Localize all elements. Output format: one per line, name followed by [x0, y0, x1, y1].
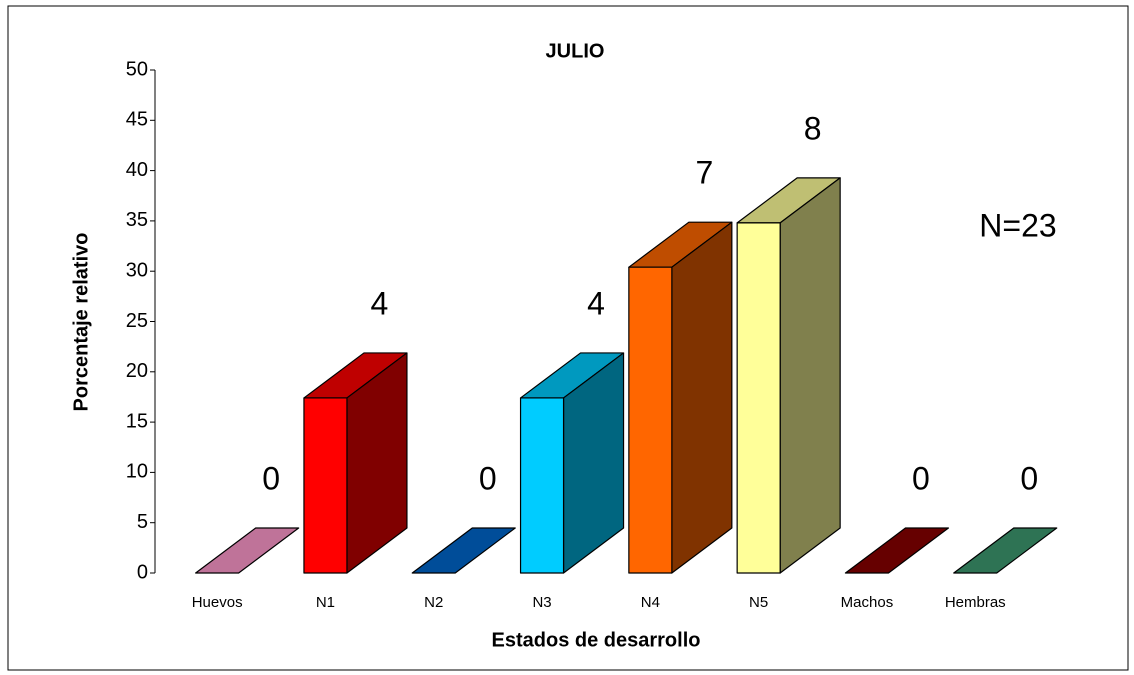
x-tick-label: N4	[641, 594, 660, 611]
data-label: 4	[587, 285, 605, 321]
bar	[736, 222, 781, 574]
y-tick-label: 0	[137, 561, 148, 583]
bar-top	[953, 527, 1058, 574]
x-tick-label: Machos	[841, 594, 894, 611]
y-tick-label: 45	[126, 109, 148, 131]
y-tick-label: 5	[137, 511, 148, 533]
bar-side	[779, 177, 841, 574]
data-label: 7	[695, 155, 713, 191]
y-tick-label: 30	[126, 259, 148, 281]
data-label: 0	[912, 460, 930, 496]
x-tick-label: Huevos	[192, 594, 243, 611]
y-tick-label: 25	[126, 310, 148, 332]
y-tick-label: 35	[126, 209, 148, 231]
x-tick-label: N1	[316, 594, 335, 611]
y-tick-label: 10	[126, 461, 148, 483]
bar-top	[844, 527, 950, 574]
y-tick-label: 15	[126, 410, 148, 432]
data-label: 0	[479, 460, 497, 496]
annotation: N=23	[979, 207, 1056, 243]
y-axis-label: Porcentaje relativo	[70, 233, 92, 412]
bar-side	[671, 221, 733, 574]
data-label: 0	[1020, 460, 1038, 496]
data-label: 4	[371, 285, 389, 321]
y-tick-label: 40	[126, 159, 148, 181]
x-axis-label: Estados de desarrollo	[492, 629, 701, 651]
chart-title: JULIO	[546, 40, 605, 62]
bar	[628, 266, 673, 574]
x-tick-label: Hembras	[945, 594, 1006, 611]
x-tick-label: N5	[749, 594, 768, 611]
bar-top	[195, 527, 300, 574]
bar	[519, 397, 565, 574]
y-tick-label: 20	[126, 360, 148, 382]
bar-top	[411, 527, 516, 574]
data-label: 8	[804, 110, 822, 146]
x-tick-label: N3	[532, 594, 551, 611]
x-tick-label: N2	[424, 594, 443, 611]
bar	[303, 397, 348, 574]
data-label: 0	[262, 460, 280, 496]
y-tick-label: 50	[126, 58, 148, 80]
